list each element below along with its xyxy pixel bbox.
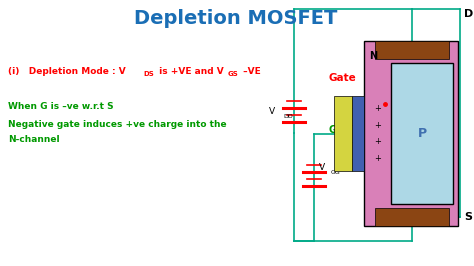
Text: DS: DS <box>144 71 154 77</box>
Text: When G is –ve w.r.t S: When G is –ve w.r.t S <box>8 102 114 111</box>
Text: GS: GS <box>228 71 239 77</box>
Text: −: − <box>345 120 352 130</box>
Bar <box>364 41 458 226</box>
Text: P: P <box>418 127 427 140</box>
Bar <box>334 96 352 171</box>
Text: –VE: –VE <box>240 67 261 76</box>
Text: S: S <box>464 212 472 222</box>
Text: N-channel: N-channel <box>8 135 60 144</box>
Text: +: + <box>374 138 381 147</box>
Text: Negative gate induces +ve charge into the: Negative gate induces +ve charge into th… <box>8 119 227 128</box>
Text: −: − <box>345 103 352 113</box>
Text: is +VE and V: is +VE and V <box>156 67 224 76</box>
Bar <box>352 96 364 171</box>
Bar <box>375 41 449 59</box>
Text: −: − <box>345 138 352 147</box>
Text: Gate: Gate <box>329 73 356 83</box>
Text: DD: DD <box>284 114 293 119</box>
Text: GG: GG <box>331 170 340 175</box>
Text: N: N <box>369 51 378 61</box>
Text: −: − <box>345 154 352 163</box>
Text: (i)   Depletion Mode : V: (i) Depletion Mode : V <box>8 67 126 76</box>
Text: G: G <box>328 125 337 135</box>
Bar <box>375 208 449 226</box>
Text: V: V <box>319 163 325 172</box>
Text: +: + <box>374 120 381 130</box>
Text: +: + <box>374 103 381 113</box>
Bar <box>392 63 453 204</box>
Text: +: + <box>374 154 381 163</box>
Text: Depletion MOSFET: Depletion MOSFET <box>134 9 338 28</box>
Text: V: V <box>269 107 275 116</box>
Text: D: D <box>464 10 474 19</box>
